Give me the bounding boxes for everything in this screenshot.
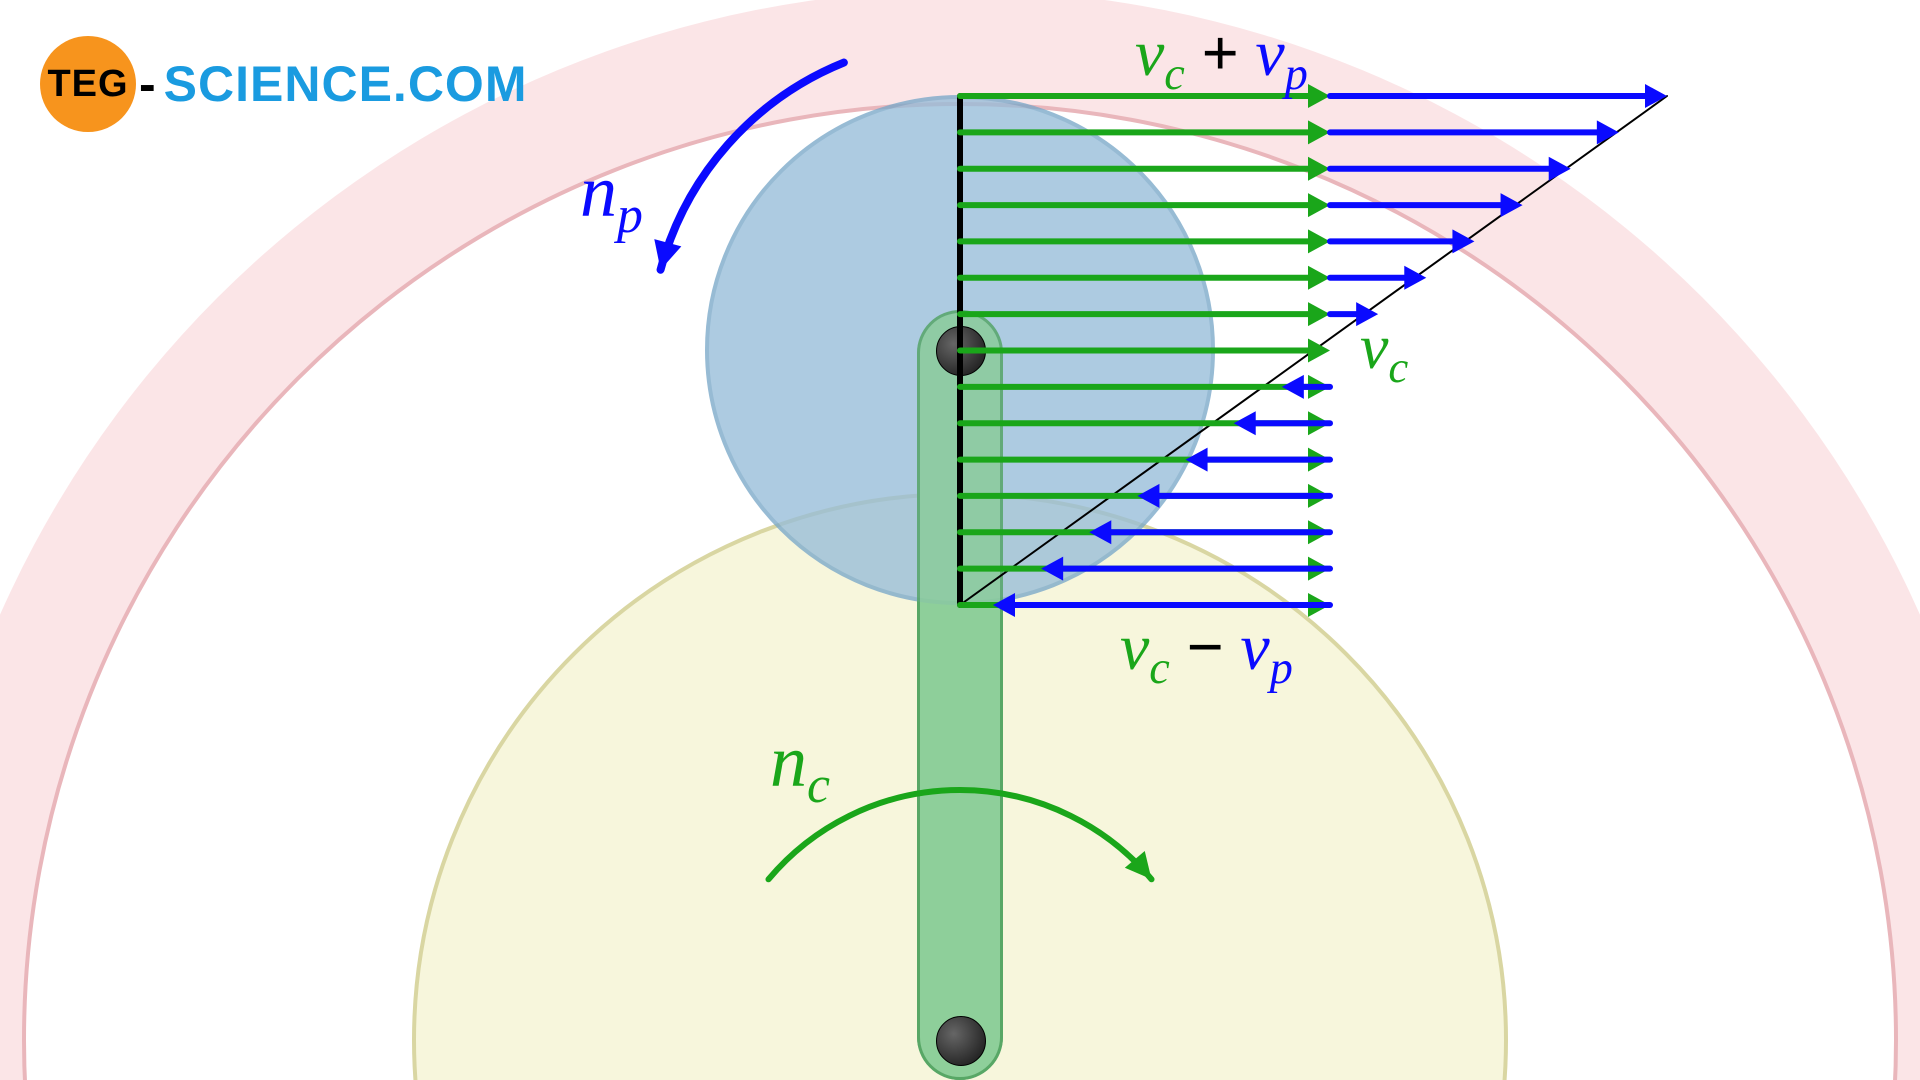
carrier-arm-overlay bbox=[917, 310, 1003, 1080]
diagram-stage: vc + vp vc − vp vc np nc TEG - SCIENCE.C… bbox=[0, 0, 1920, 1080]
label-np: np bbox=[580, 150, 643, 245]
logo-dash: - bbox=[139, 55, 157, 113]
tec-science-logo: TEG - SCIENCE.COM bbox=[40, 36, 527, 132]
label-vc-plus-vp: vc + vp bbox=[1135, 16, 1308, 100]
label-vc: vc bbox=[1360, 310, 1408, 393]
label-nc: nc bbox=[770, 720, 830, 815]
logo-disc: TEG bbox=[40, 36, 136, 132]
logo-disc-text: TEG bbox=[47, 63, 128, 106]
logo-rest-text: SCIENCE.COM bbox=[164, 55, 528, 113]
carrier-center-pin bbox=[936, 1016, 986, 1066]
label-vc-minus-vp: vc − vp bbox=[1120, 610, 1293, 694]
planet-pin bbox=[936, 326, 986, 376]
